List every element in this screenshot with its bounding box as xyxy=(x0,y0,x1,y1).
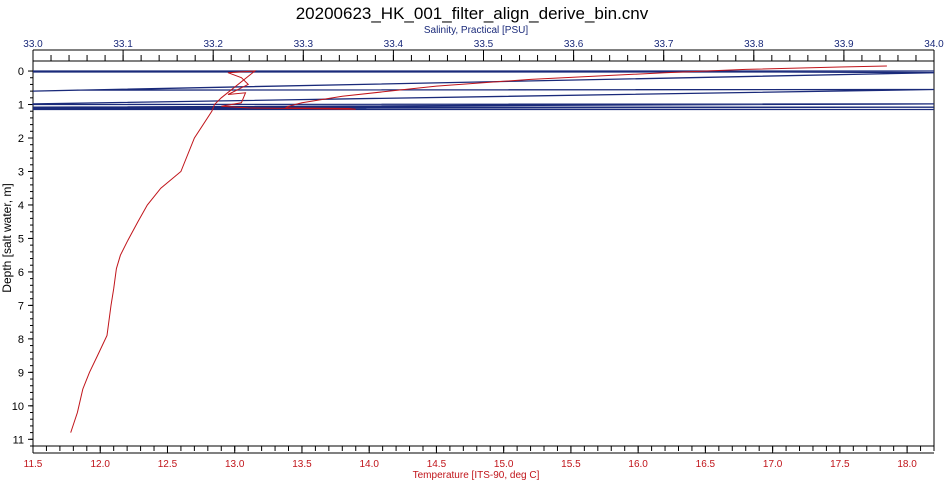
top-axis-label: Salinity, Practical [PSU] xyxy=(424,25,529,36)
bottom-tick-label: 17.0 xyxy=(763,459,783,470)
top-axis: 33.0 33.1 33.2 33.3 33.4 33.5 33.6 33.7 33.8 33.9… xyxy=(23,39,944,61)
left-axis-label: Depth [salt water, m] xyxy=(0,183,14,292)
top-tick-label: 33.4 xyxy=(384,39,404,50)
top-tick-label: 33.3 xyxy=(294,39,314,50)
left-tick-label: 6 xyxy=(18,267,24,279)
left-tick-label: 1 xyxy=(18,100,24,112)
left-tick-label: 2 xyxy=(18,133,24,145)
bottom-tick-label: 13.5 xyxy=(292,459,312,470)
bottom-tick-label: 16.5 xyxy=(696,459,716,470)
left-tick-label: 8 xyxy=(18,334,24,346)
left-tick-label: 0 xyxy=(18,66,24,78)
top-tick-label: 33.2 xyxy=(203,39,223,50)
bottom-tick-label: 13.0 xyxy=(225,459,245,470)
top-tick-label: 33.1 xyxy=(113,39,133,50)
left-tick-label: 11 xyxy=(13,434,24,446)
bottom-tick-label: 14.0 xyxy=(359,459,379,470)
left-tick-label: 9 xyxy=(18,367,24,379)
top-tick-label: 33.7 xyxy=(654,39,674,50)
top-tick-label: 33.6 xyxy=(564,39,584,50)
top-tick-label: 33.9 xyxy=(834,39,854,50)
temperature-series-line xyxy=(70,65,887,433)
bottom-tick-label: 16.0 xyxy=(628,459,648,470)
plot-frame xyxy=(32,60,935,447)
top-tick-label: 33.5 xyxy=(474,39,494,50)
top-tick-label: 33.0 xyxy=(23,39,43,50)
left-tick-label: 3 xyxy=(18,166,24,178)
bottom-tick-label: 18.0 xyxy=(897,459,917,470)
left-axis: 0 1 2 3 4 5 6 7 8 9 10 11 xyxy=(12,66,33,447)
left-tick-label: 4 xyxy=(18,200,24,212)
bottom-tick-label: 15.0 xyxy=(494,459,514,470)
left-tick-label: 10 xyxy=(12,401,24,413)
bottom-axis-label: Temperature [ITS-90, deg C] xyxy=(413,470,540,481)
left-tick-label: 7 xyxy=(18,300,24,312)
bottom-tick-label: 12.0 xyxy=(91,459,111,470)
top-tick-label: 34.0 xyxy=(924,39,944,50)
top-tick-label: 33.8 xyxy=(744,39,764,50)
series-layer xyxy=(32,65,935,433)
bottom-axis: 11.5 12.0 12.5 13.0 13.5 14.0 14.5 15.0 15.5 16.0… xyxy=(24,446,935,470)
bottom-tick-label: 15.5 xyxy=(561,459,581,470)
chart-title: 20200623_HK_001_filter_align_derive_bin.… xyxy=(296,4,649,23)
bottom-tick-label: 14.5 xyxy=(427,459,447,470)
left-tick-label: 5 xyxy=(18,233,24,245)
bottom-tick-label: 12.5 xyxy=(158,459,178,470)
bottom-tick-label: 17.5 xyxy=(830,459,850,470)
bottom-tick-label: 11.5 xyxy=(24,459,43,470)
salinity-series-line xyxy=(32,70,935,111)
